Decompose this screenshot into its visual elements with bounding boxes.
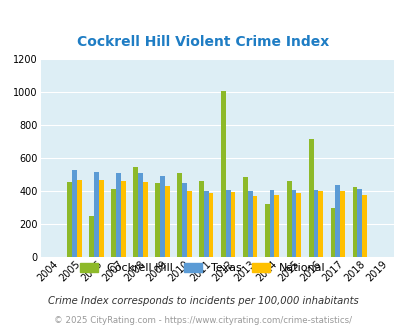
Text: © 2025 CityRating.com - https://www.cityrating.com/crime-statistics/: © 2025 CityRating.com - https://www.city… [54, 316, 351, 325]
Bar [252, 195, 257, 257]
Bar [111, 189, 116, 257]
Bar [203, 191, 208, 257]
Legend: Cockrell Hill, Texas, National: Cockrell Hill, Texas, National [80, 263, 325, 273]
Bar [291, 190, 296, 257]
Bar [67, 182, 72, 257]
Bar [361, 195, 366, 257]
Bar [318, 191, 322, 257]
Bar [121, 181, 126, 257]
Bar [296, 193, 301, 257]
Bar [247, 191, 252, 257]
Bar [116, 173, 121, 257]
Bar [225, 190, 230, 257]
Bar [94, 172, 99, 257]
Bar [286, 181, 291, 257]
Bar [269, 190, 274, 257]
Bar [160, 176, 164, 257]
Bar [220, 91, 225, 257]
Bar [242, 177, 247, 257]
Bar [72, 170, 77, 257]
Bar [186, 191, 191, 257]
Bar [308, 139, 313, 257]
Bar [77, 180, 82, 257]
Bar [198, 181, 203, 257]
Bar [143, 182, 147, 257]
Bar [99, 180, 104, 257]
Bar [138, 173, 143, 257]
Bar [352, 187, 356, 257]
Bar [264, 204, 269, 257]
Bar [164, 185, 169, 257]
Bar [274, 195, 279, 257]
Bar [177, 173, 181, 257]
Bar [313, 190, 318, 257]
Bar [230, 192, 235, 257]
Bar [330, 208, 335, 257]
Bar [133, 168, 138, 257]
Bar [181, 183, 186, 257]
Bar [356, 189, 361, 257]
Bar [339, 191, 344, 257]
Bar [89, 216, 94, 257]
Text: Crime Index corresponds to incidents per 100,000 inhabitants: Crime Index corresponds to incidents per… [47, 296, 358, 306]
Text: Cockrell Hill Violent Crime Index: Cockrell Hill Violent Crime Index [77, 35, 328, 49]
Bar [335, 185, 339, 257]
Bar [208, 193, 213, 257]
Bar [155, 183, 160, 257]
